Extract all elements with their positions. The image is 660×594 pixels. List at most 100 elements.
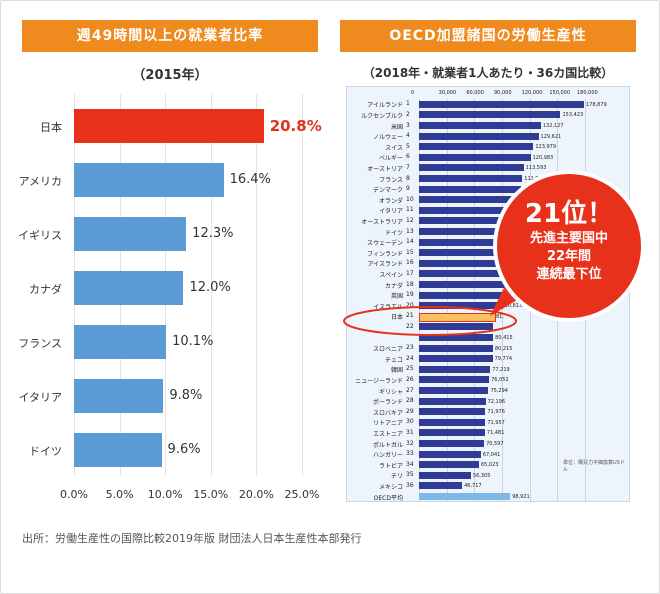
row-country-label: オーストラリア xyxy=(361,218,403,226)
bar xyxy=(419,111,561,119)
bar xyxy=(419,334,494,341)
row-rank-label: 26 xyxy=(406,375,414,383)
bar xyxy=(419,153,531,161)
row-country-label: ギリシャ xyxy=(378,388,403,396)
callout-line3: 連続最下位 xyxy=(536,267,602,282)
row-country-label: スロベニア xyxy=(372,346,403,354)
bar xyxy=(419,408,486,416)
source-note: 出所：労働生産性の国際比較2019年版 財団法人日本生産性本部発行 xyxy=(22,532,362,545)
row-country-label: カナダ xyxy=(384,282,403,290)
value-label: 76,052 xyxy=(491,377,509,384)
value-label: 79,774 xyxy=(494,356,513,363)
gridline xyxy=(210,94,212,476)
value-label: 75,294 xyxy=(490,388,508,394)
row-country-label: メキシコ xyxy=(378,483,403,491)
value-label: 12.3% xyxy=(192,226,234,241)
row-country-label: ベルギー xyxy=(378,155,403,163)
row-country-label: チリ xyxy=(390,473,403,481)
callout-bubble xyxy=(490,170,645,322)
value-label: 90,813 xyxy=(504,303,523,310)
callout-rank: 21位！ xyxy=(524,199,614,229)
row-country-label: アイルランド xyxy=(367,102,403,110)
row-rank-label: 35 xyxy=(406,471,414,479)
value-label: 71,976 xyxy=(487,409,505,416)
bar xyxy=(419,397,486,405)
category-label: ドイツ xyxy=(29,445,62,458)
row-rank-label: 2 xyxy=(406,110,410,118)
row-rank-label: 4 xyxy=(406,132,410,140)
value-label: 71,957 xyxy=(487,419,505,426)
value-label: 16.4% xyxy=(229,172,271,187)
x-tick-label: 120,000 xyxy=(521,90,543,96)
bar xyxy=(419,429,485,437)
value-label: 77,219 xyxy=(492,366,510,373)
x-tick-label: 60,000 xyxy=(466,90,484,96)
row-rank-label: 6 xyxy=(406,153,410,161)
bar xyxy=(74,109,264,143)
row-rank-label: 13 xyxy=(406,227,414,235)
x-tick-label: 5.0% xyxy=(105,488,134,501)
value-label: 80,415 xyxy=(495,335,513,341)
row-country-label: ルクセンブルク xyxy=(361,112,403,120)
gridline xyxy=(419,99,420,502)
category-label: カナダ xyxy=(29,283,62,296)
value-label: 56,305 xyxy=(472,472,491,479)
row-country-label: スウェーデン xyxy=(366,240,403,248)
row-rank-label: 32 xyxy=(406,439,414,447)
value-label: 98,921 xyxy=(512,494,530,500)
bar xyxy=(419,185,522,193)
value-label: 80,215 xyxy=(494,345,513,352)
row-rank-label: 16 xyxy=(406,259,414,267)
gridline xyxy=(302,94,303,476)
row-rank-label: 7 xyxy=(406,163,410,171)
bar xyxy=(419,228,516,235)
row-rank-label: 24 xyxy=(406,354,414,362)
bar xyxy=(74,163,224,197)
row-country-label: 英国 xyxy=(390,293,403,301)
row-rank-label: 19 xyxy=(406,291,414,299)
value-label: 9.8% xyxy=(169,388,203,403)
row-country-label: ポルトガル xyxy=(372,441,403,449)
value-label: 132,127 xyxy=(542,123,564,129)
row-country-label: 米国 xyxy=(390,123,403,131)
row-rank-label: 22 xyxy=(406,322,414,330)
bar xyxy=(419,143,534,151)
x-tick-label: 20.0% xyxy=(238,488,274,501)
value-label: 46,717 xyxy=(464,483,482,490)
row-country-label: デンマーク xyxy=(372,187,403,195)
row-country-label: 韓国 xyxy=(390,367,403,375)
row-rank-label: 29 xyxy=(406,407,414,415)
bar xyxy=(419,493,511,500)
category-label: イタリア xyxy=(18,391,62,404)
category-label: 日本 xyxy=(40,121,62,134)
bar xyxy=(74,433,162,467)
japan-highlight-ellipse xyxy=(343,306,517,336)
bar xyxy=(419,206,518,214)
row-rank-label: 3 xyxy=(406,121,410,129)
bar xyxy=(74,379,164,413)
value-label: 71,481 xyxy=(486,430,505,437)
row-rank-label: 33 xyxy=(406,450,414,458)
bar xyxy=(419,175,523,182)
bar xyxy=(419,482,463,490)
value-label: 153,423 xyxy=(562,112,584,119)
x-tick-label: 25.0% xyxy=(284,488,320,501)
bar xyxy=(419,450,481,458)
x-tick-label: 150,000 xyxy=(549,90,571,96)
row-country-label: ドイツ xyxy=(384,229,403,237)
x-tick-label: 0 xyxy=(411,90,415,96)
bar xyxy=(419,217,517,225)
value-label: 70,597 xyxy=(486,441,504,447)
row-country-label: OECD平均 xyxy=(373,494,403,502)
row-country-label: イタリア xyxy=(379,208,403,216)
value-label: 123,979 xyxy=(535,144,557,151)
bar xyxy=(419,259,514,267)
row-country-label: フィンランド xyxy=(367,250,403,258)
value-label: 129,621 xyxy=(540,133,562,140)
row-country-label: フランス xyxy=(379,176,403,184)
bar xyxy=(419,312,496,322)
row-rank-label: 11 xyxy=(406,206,414,214)
bar xyxy=(419,164,524,172)
row-rank-label: 34 xyxy=(406,460,414,468)
bar xyxy=(419,302,503,310)
